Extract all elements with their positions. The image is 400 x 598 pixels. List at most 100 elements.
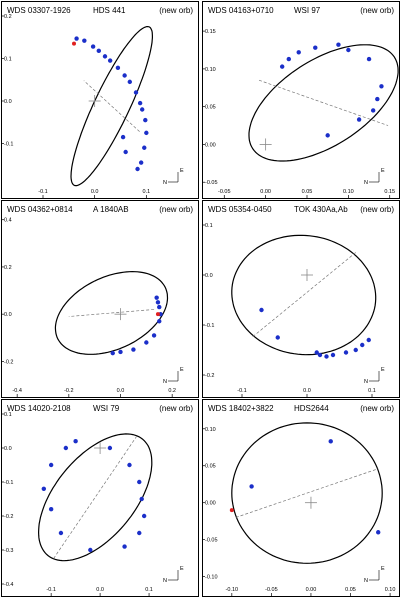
observation-point: [346, 47, 351, 53]
discoverer-label: A 1840AB: [93, 205, 129, 214]
x-tick-label: -0.10: [226, 587, 239, 593]
y-tick-label: -0.4: [4, 582, 13, 588]
compass-north-label: N: [364, 578, 368, 584]
discoverer-label: WSI 79: [93, 404, 120, 413]
discoverer-label: TOK 430Aa,Ab: [294, 205, 348, 214]
observation-point: [41, 486, 47, 491]
compass-north-label: N: [163, 379, 167, 385]
system-label: WDS 14020-2108: [7, 404, 71, 413]
y-tick-label: -0.05: [205, 538, 218, 544]
observation-point: [353, 347, 358, 353]
observation-point: [58, 530, 64, 536]
observation-point: [157, 304, 162, 310]
observation-point: [96, 48, 102, 54]
x-tick-label: 0.00: [260, 189, 271, 195]
observation-point: [330, 352, 336, 358]
y-tick-label: 0.1: [205, 223, 213, 229]
orbit-panel-5: WDS 14020-2108 WSI 79 (new orb) -0.4 -0.3 -0.…: [1, 399, 199, 597]
x-tick-label: 0.0: [91, 189, 99, 195]
y-tick-label: 0.15: [205, 29, 216, 35]
observation-point: [102, 54, 108, 59]
y-tick-label: -0.3: [4, 548, 13, 554]
y-tick-label: -0.05: [205, 180, 218, 186]
observation-point: [143, 117, 148, 123]
x-tick-label: 0.00: [306, 587, 317, 593]
observation-point: [144, 130, 149, 136]
interferometric-point: [72, 41, 76, 46]
y-tick-label: 0.0: [4, 312, 12, 318]
observation-point: [137, 100, 143, 106]
observation-point: [110, 350, 115, 356]
compass-east-label: E: [180, 168, 184, 174]
observation-point: [151, 333, 157, 338]
y-tick-label: 0.0: [205, 273, 213, 279]
observation-point: [279, 64, 285, 69]
observation-point: [336, 42, 341, 47]
observation-point: [127, 462, 132, 468]
new-orbit-note: (new orb): [360, 404, 394, 413]
y-tick-label: -0.1: [4, 142, 13, 148]
x-tick-label: -0.1: [38, 189, 47, 195]
observation-point: [90, 44, 96, 49]
orbit-ellipse: [248, 44, 399, 162]
observation-point: [120, 134, 126, 140]
orbit-ellipse: [54, 270, 169, 355]
observation-point: [155, 300, 161, 305]
observation-point: [144, 340, 149, 345]
compass-north-label: N: [163, 578, 167, 584]
x-tick-label: 0.0: [96, 587, 104, 593]
x-tick-label: -0.2: [64, 388, 73, 394]
compass-east-label: E: [180, 566, 184, 572]
observation-point: [324, 354, 329, 359]
x-tick-label: 0.1: [368, 388, 376, 394]
discoverer-label: WSI 97: [294, 6, 321, 15]
observation-point: [127, 79, 132, 85]
observation-point: [133, 90, 139, 95]
observation-point: [73, 439, 78, 444]
line-of-apsides: [235, 468, 379, 518]
observation-point: [376, 530, 381, 535]
panel-frame: [202, 1, 400, 199]
observation-point: [375, 96, 380, 102]
observation-point: [82, 38, 87, 43]
x-tick-label: 0.1: [143, 189, 151, 195]
observation-point: [314, 350, 319, 355]
observation-point: [139, 496, 144, 502]
observation-point: [370, 108, 376, 113]
observation-point: [343, 350, 349, 355]
discoverer-label: HDS2644: [294, 404, 329, 413]
new-orbit-note: (new orb): [360, 6, 394, 15]
x-tick-label: 0.15: [384, 189, 395, 195]
observation-point: [48, 462, 54, 468]
y-tick-label: 0.1: [4, 57, 12, 63]
x-tick-label: -0.05: [218, 189, 231, 195]
observation-point: [115, 65, 121, 71]
orbit-panel-4: WDS 05354-0450 TOK 430Aa,Ab (new orb) -0.2 -…: [202, 200, 400, 398]
y-tick-label: 0.10: [205, 67, 216, 73]
observation-point: [366, 337, 371, 343]
observation-point: [249, 484, 254, 489]
compass-east-label: E: [381, 566, 385, 572]
interferometric-point: [229, 508, 234, 513]
observation-point: [137, 479, 142, 485]
orbit-panel-1: WDS 03307-1926 HDS 441 (new orb) -0.1 0.0 0.1…: [1, 1, 199, 199]
panel-frame: [1, 1, 199, 199]
y-tick-label: -0.2: [4, 359, 13, 365]
observation-point: [286, 56, 291, 62]
observation-point: [88, 547, 93, 553]
y-tick-label: 0.05: [205, 464, 216, 470]
orbit-ellipse: [231, 422, 383, 564]
compass-east-label: E: [381, 168, 385, 174]
x-tick-label: 0.2: [168, 388, 176, 394]
observation-point: [141, 513, 147, 519]
y-tick-label: 0.2: [4, 14, 12, 20]
observation-point: [379, 84, 384, 89]
observation-point: [131, 347, 136, 352]
x-tick-label: 0.10: [343, 189, 354, 195]
observation-point: [122, 544, 127, 549]
interferometric-point: [155, 312, 160, 317]
observation-point: [328, 439, 333, 444]
y-tick-label: 0.4: [4, 218, 12, 224]
observation-point: [138, 160, 144, 165]
